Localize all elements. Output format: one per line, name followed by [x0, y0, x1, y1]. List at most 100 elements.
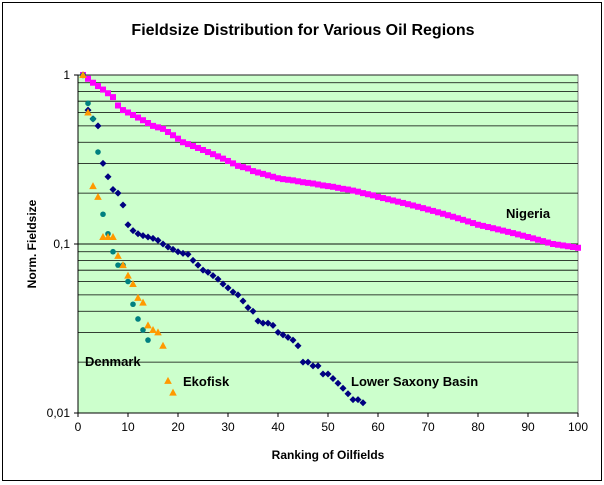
- data-point: [110, 94, 116, 101]
- label-ekofisk: Ekofisk: [183, 374, 230, 389]
- data-point: [169, 388, 177, 396]
- data-point: [339, 384, 347, 392]
- data-point: [435, 209, 441, 216]
- data-point: [355, 188, 361, 195]
- data-point: [169, 245, 177, 253]
- data-point: [90, 79, 96, 86]
- data-point: [490, 225, 496, 232]
- data-point: [300, 179, 306, 186]
- data-point: [475, 221, 481, 228]
- data-point: [89, 182, 97, 190]
- data-point: [79, 71, 87, 78]
- x-tick-label: 40: [271, 420, 285, 434]
- data-point: [560, 242, 566, 249]
- data-point: [255, 169, 261, 176]
- data-point: [535, 236, 541, 243]
- data-point: [115, 102, 121, 109]
- data-point: [500, 227, 506, 234]
- data-point: [430, 207, 436, 214]
- data-point: [164, 243, 172, 251]
- data-point: [134, 293, 142, 301]
- data-point: [139, 298, 147, 306]
- data-series: [79, 71, 581, 407]
- data-point: [165, 128, 171, 135]
- data-point: [450, 213, 456, 220]
- data-point: [130, 301, 136, 308]
- data-point: [109, 186, 117, 194]
- data-point: [240, 164, 246, 171]
- data-point: [455, 215, 461, 222]
- y-tick-label: 0,1: [53, 237, 70, 251]
- data-point: [129, 279, 137, 287]
- data-point: [155, 124, 161, 131]
- data-point: [420, 205, 426, 212]
- data-point: [235, 162, 241, 169]
- data-point: [145, 119, 151, 126]
- data-point: [349, 396, 357, 404]
- data-point: [135, 316, 141, 322]
- data-point: [315, 181, 321, 188]
- data-point: [515, 231, 521, 238]
- x-ticks: 0 10 20 30 40 50 60 70 80 90 100: [75, 413, 588, 434]
- data-point: [270, 173, 276, 180]
- data-point: [289, 336, 297, 344]
- data-point: [154, 236, 162, 244]
- data-point: [265, 172, 271, 179]
- data-point: [109, 233, 117, 241]
- data-point: [510, 230, 516, 237]
- data-point: [85, 100, 91, 107]
- data-point: [325, 183, 331, 190]
- data-point: [100, 86, 106, 93]
- data-point: [150, 122, 156, 129]
- data-point: [140, 327, 146, 333]
- series-ekofisk: [79, 71, 177, 396]
- data-point: [100, 211, 106, 218]
- data-point: [340, 185, 346, 192]
- data-point: [225, 157, 231, 164]
- data-point: [264, 319, 272, 327]
- x-tick-label: 90: [521, 420, 535, 434]
- data-point: [465, 218, 471, 225]
- data-point: [359, 399, 367, 407]
- data-point: [305, 179, 311, 186]
- data-point: [145, 337, 151, 343]
- data-point: [205, 149, 211, 156]
- data-point: [94, 122, 102, 130]
- data-point: [200, 146, 206, 153]
- data-point: [230, 160, 236, 167]
- data-point: [90, 116, 96, 122]
- data-point: [159, 341, 167, 349]
- data-point: [285, 176, 291, 183]
- data-point: [254, 317, 262, 325]
- data-point: [345, 186, 351, 193]
- data-point: [129, 227, 137, 235]
- data-point: [309, 362, 317, 370]
- data-point: [190, 143, 196, 150]
- x-axis-title: Ranking of Oilfields: [272, 448, 385, 462]
- data-point: [245, 165, 251, 172]
- data-point: [354, 396, 362, 404]
- data-point: [324, 370, 332, 378]
- data-point: [400, 199, 406, 206]
- data-point: [460, 216, 466, 223]
- data-point: [344, 390, 352, 398]
- data-point: [410, 202, 416, 209]
- data-point: [284, 333, 292, 341]
- data-point: [85, 75, 91, 82]
- data-point: [229, 288, 237, 296]
- data-point: [95, 149, 101, 155]
- data-point: [120, 107, 126, 114]
- data-point: [520, 232, 526, 239]
- data-point: [215, 153, 221, 160]
- data-point: [124, 221, 132, 229]
- data-point: [299, 358, 307, 366]
- x-tick-label: 60: [371, 420, 385, 434]
- data-point: [99, 159, 107, 167]
- x-tick-label: 50: [321, 420, 335, 434]
- data-point: [575, 244, 581, 251]
- data-point: [214, 275, 222, 283]
- data-point: [84, 108, 92, 116]
- data-point: [195, 144, 201, 151]
- data-point: [370, 192, 376, 199]
